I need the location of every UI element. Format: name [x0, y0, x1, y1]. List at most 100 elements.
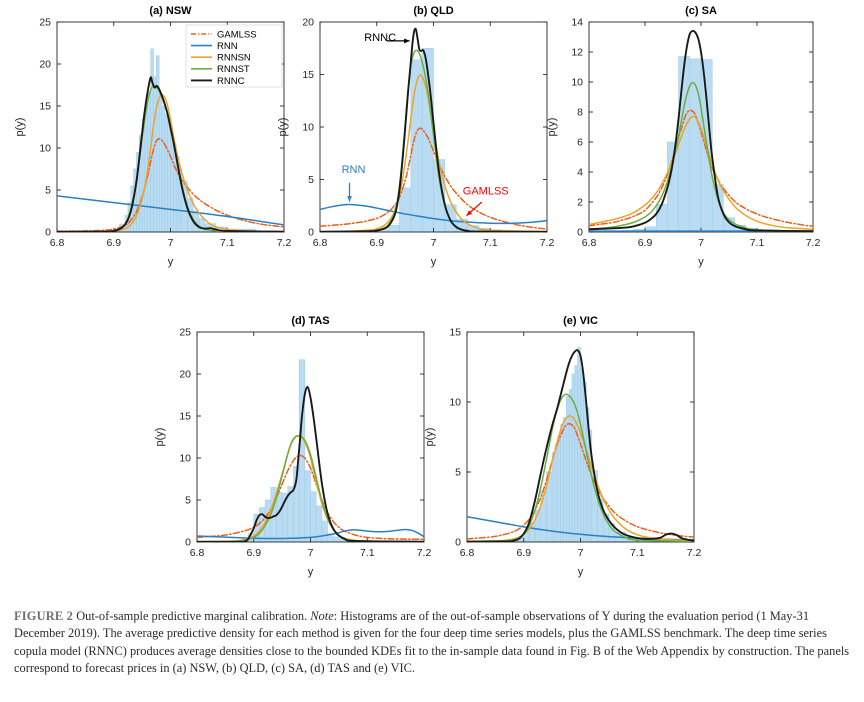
- figure-label: FIGURE 2: [14, 609, 74, 623]
- x-axis-label-nsw: y: [168, 256, 174, 268]
- svg-text:10: 10: [449, 397, 461, 409]
- axis-ticks-tas: 6.8 6.9 7 7.1 7.2 0 5 10 15 20 25: [179, 327, 431, 559]
- svg-text:0: 0: [308, 227, 314, 239]
- figure-caption-title: Out-of-sample predictive marginal calibr…: [76, 609, 308, 623]
- series-group-sa: [589, 29, 813, 232]
- svg-text:15: 15: [302, 69, 314, 81]
- series-rnn-nsw: [57, 195, 284, 226]
- svg-text:5: 5: [455, 467, 461, 479]
- svg-text:25: 25: [179, 327, 191, 339]
- series-rnnst-tas: [197, 434, 424, 542]
- y-axis-label-tas: p(y): [154, 428, 166, 447]
- legend-label-rnn: RNN: [217, 41, 238, 52]
- svg-text:0: 0: [45, 227, 51, 239]
- legend-label-rnnc: RNNC: [217, 76, 245, 87]
- svg-text:15: 15: [179, 411, 191, 423]
- chart-panel-vic: (e) VIC 6.8 6.9 7 7.1 7.2 0 5 10 15 y p(y): [414, 310, 706, 592]
- legend-label-rnnst: RNNST: [217, 64, 250, 75]
- series-rnnsn-qld: [320, 74, 547, 232]
- svg-text:7.1: 7.1: [360, 547, 375, 559]
- svg-text:7.2: 7.2: [806, 237, 821, 249]
- y-axis-label-nsw: p(y): [14, 118, 26, 137]
- svg-text:7.1: 7.1: [630, 547, 645, 559]
- chart-title-nsw: (a) NSW: [149, 5, 192, 17]
- chart-title-qld: (b) QLD: [413, 5, 453, 17]
- svg-text:6.9: 6.9: [246, 547, 261, 559]
- chart-panel-sa: (c) SA 6.8 6.9 7 7.1 7.2 0 2 4 6 8 10 12 14 y p(y): [533, 0, 833, 282]
- svg-text:7: 7: [431, 237, 437, 249]
- svg-text:7.2: 7.2: [417, 547, 432, 559]
- svg-text:14: 14: [571, 17, 583, 29]
- y-axis-label-qld: p(y): [277, 118, 289, 137]
- series-rnn-tas: [197, 528, 424, 540]
- svg-text:RNNC: RNNC: [364, 32, 396, 44]
- x-axis-label-qld: y: [431, 256, 437, 268]
- svg-text:20: 20: [302, 17, 314, 29]
- series-rnnst-sa: [589, 81, 813, 232]
- series-group-nsw: [57, 76, 284, 232]
- svg-text:7: 7: [698, 237, 704, 249]
- svg-text:20: 20: [39, 59, 51, 71]
- series-rnnc-vic: [467, 349, 694, 542]
- series-rnnc-sa: [589, 29, 813, 232]
- histogram-sa: [588, 56, 814, 233]
- svg-text:7: 7: [578, 547, 584, 559]
- svg-text:7.1: 7.1: [483, 237, 498, 249]
- svg-text:15: 15: [39, 101, 51, 113]
- chart-title-sa: (c) SA: [685, 5, 717, 17]
- svg-text:6: 6: [577, 137, 583, 149]
- svg-text:10: 10: [302, 122, 314, 134]
- svg-text:6.9: 6.9: [106, 237, 121, 249]
- series-rnnsn-vic: [467, 415, 694, 542]
- svg-text:15: 15: [449, 327, 461, 339]
- svg-text:6.8: 6.8: [313, 237, 328, 249]
- axis-ticks-qld: 6.8 6.9 7 7.1 7.2 0 5 10 15 20: [302, 17, 554, 249]
- svg-text:5: 5: [45, 185, 51, 197]
- chart-title-vic: (e) VIC: [563, 315, 598, 327]
- histogram-tas: [196, 359, 425, 543]
- svg-text:20: 20: [179, 369, 191, 381]
- series-rnnc-tas: [197, 386, 424, 542]
- svg-text:5: 5: [308, 174, 314, 186]
- series-rnnsn-nsw: [57, 94, 284, 232]
- svg-text:4: 4: [577, 167, 583, 179]
- svg-text:6.9: 6.9: [369, 237, 384, 249]
- svg-text:0: 0: [577, 227, 583, 239]
- series-group-qld: [320, 27, 547, 232]
- series-rnnc-nsw: [57, 76, 284, 232]
- svg-text:0: 0: [185, 537, 191, 549]
- figure-caption-body: : Histograms are of the out-of-sample ob…: [14, 609, 850, 675]
- svg-text:12: 12: [571, 47, 583, 59]
- svg-text:GAMLSS: GAMLSS: [463, 186, 509, 198]
- chart-panel-nsw: (a) NSW 6.8 6.9 7 7.1 7.2 0 5 10 15 20 25 y p(y) GAMLS…: [4, 0, 296, 282]
- svg-text:7.2: 7.2: [687, 547, 702, 559]
- svg-text:6.8: 6.8: [190, 547, 205, 559]
- axis-ticks-nsw: 6.8 6.9 7 7.1 7.2 0 5 10 15 20 25: [39, 17, 291, 249]
- x-axis-label-sa: y: [698, 256, 704, 268]
- legend-label-rnnsn: RNNSN: [217, 53, 251, 64]
- svg-text:7: 7: [168, 237, 174, 249]
- svg-text:6.8: 6.8: [50, 237, 65, 249]
- annotation-rnn-qld: RNN: [342, 164, 366, 202]
- svg-text:6.8: 6.8: [460, 547, 475, 559]
- svg-text:25: 25: [39, 17, 51, 29]
- axis-ticks-vic: 6.8 6.9 7 7.1 7.2 0 5 10 15: [449, 327, 701, 559]
- series-rnnsn-sa: [589, 115, 813, 231]
- svg-text:0: 0: [455, 537, 461, 549]
- svg-text:10: 10: [39, 143, 51, 155]
- svg-text:8: 8: [577, 107, 583, 119]
- series-gamlss-qld: [320, 127, 547, 230]
- svg-text:7.1: 7.1: [750, 237, 765, 249]
- series-group-tas: [197, 386, 424, 542]
- chart-panel-tas: (d) TAS 6.8 6.9 7 7.1 7.2 0 5 10 15 20 25 y p(y): [144, 310, 436, 592]
- series-group-vic: [467, 349, 694, 542]
- annotation-rnnc-qld: RNNC: [364, 32, 410, 44]
- svg-text:7.1: 7.1: [220, 237, 235, 249]
- svg-text:7.2: 7.2: [540, 237, 555, 249]
- svg-text:2: 2: [577, 197, 583, 209]
- x-axis-label-tas: y: [308, 566, 314, 578]
- chart-panel-qld: (b) QLD 6.8 6.9 7 7.1 7.2 0 5 10 15 20 y p(y) RNNC RNN…: [268, 0, 560, 282]
- svg-text:10: 10: [179, 453, 191, 465]
- svg-text:RNN: RNN: [342, 164, 366, 176]
